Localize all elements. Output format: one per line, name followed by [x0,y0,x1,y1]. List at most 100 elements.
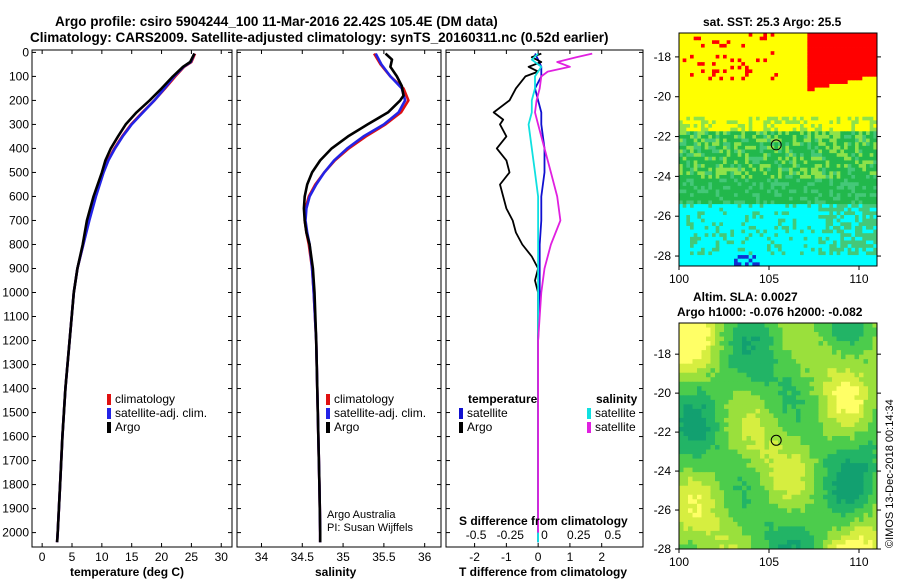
map-cell [697,76,702,81]
map-cell [682,149,687,154]
map-cell [855,83,860,89]
map-cell [756,229,761,234]
map-cell [745,229,750,234]
map-cell [855,251,860,256]
map-cell [745,185,750,190]
map-cell [847,80,852,85]
map-cell [767,160,772,165]
map-cell [770,134,775,139]
map-cell [746,395,752,401]
map-cell [764,395,770,401]
map-cell [712,262,717,267]
map-cell [855,58,860,63]
map-cell [756,51,761,56]
map-cell [827,395,833,401]
map-cell [814,440,819,446]
map-cell [683,408,689,414]
map-cell [774,225,779,230]
map-cell [873,211,878,216]
map-cell [679,120,684,125]
map-cell [873,200,878,205]
map-cell [840,124,845,129]
map-cell [866,174,871,180]
map-cell [682,164,687,169]
map-cell [730,65,735,70]
map-cell [734,105,739,110]
map-cell [697,33,702,38]
map-cell [850,332,855,337]
map-cell [682,251,687,256]
map-cell [723,240,728,245]
map-cell [745,91,750,96]
map-cell [752,240,757,245]
map-cell [818,65,823,70]
map-cell [778,390,783,396]
map-cell [847,76,852,81]
map-cell [869,153,874,158]
map-cell [836,131,841,136]
map-cell [781,174,786,180]
map-cell [726,54,731,59]
map-cell [785,116,790,121]
map-cell [814,94,819,99]
map-cell [704,113,709,118]
map-cell [825,69,830,74]
map-cell [734,102,739,107]
map-cell [823,381,828,387]
map-cell [734,258,739,263]
map-cell [840,87,845,92]
map-cell [836,436,842,441]
map-cell [814,185,819,190]
map-cell [708,229,713,234]
map-cell [785,91,790,96]
map-cell [825,113,830,118]
map-cell [825,211,830,216]
map-cell [715,54,720,59]
map-cell [737,124,742,129]
map-cell [745,76,750,81]
map-cell [719,43,724,48]
map-cell [869,47,874,52]
map-cell [866,109,871,114]
map-cell [851,83,856,89]
map-cell [682,193,687,198]
map-cell [814,332,819,337]
map-cell [752,113,757,118]
map-cell [726,138,731,143]
map-cell [697,363,702,369]
map-cell [767,83,772,89]
map-cell [726,236,731,241]
map-cell [803,255,808,260]
map-cell [792,222,797,227]
map-cell [774,185,779,190]
map-cell [715,386,720,392]
map-cell [800,336,806,342]
map-cell [759,233,764,238]
map-cell [840,149,845,154]
map-cell [708,116,713,121]
map-cell [823,386,828,392]
map-cell [789,36,794,41]
map-cell [792,149,797,154]
map-cell [869,76,874,81]
map-cell [755,399,761,405]
map-cell [809,354,815,360]
map-cell [791,323,797,328]
map-cell [697,36,702,41]
map-cell [792,36,797,41]
map-cell [822,142,827,147]
salinity-plot-frame [236,49,442,548]
map-cell [833,127,838,132]
map-cell [858,127,863,132]
map-cell [712,94,717,99]
map-cell [873,120,878,125]
map-cell [697,332,702,337]
map-cell [791,372,797,378]
map-cell [796,229,801,234]
map-cell [730,40,735,45]
map-cell [778,222,783,227]
map-cell [701,189,706,194]
map-cell [778,80,783,85]
map-cell [715,390,720,396]
map-cell [763,51,768,56]
